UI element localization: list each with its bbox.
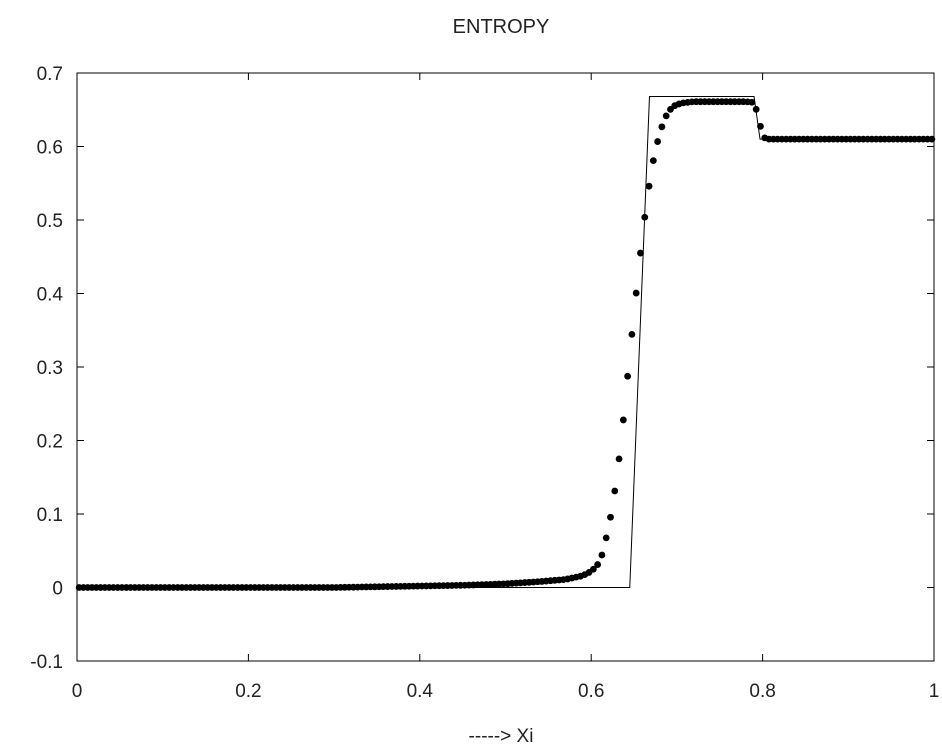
series-group <box>75 96 936 591</box>
data-point <box>628 330 636 338</box>
x-tick-label: 0.4 <box>407 681 434 702</box>
data-point <box>589 565 597 573</box>
y-tick-label: 0.6 <box>37 138 63 159</box>
y-axis: -0.1 0 0.1 0.2 0.3 0.4 0.5 0.6 0.7 <box>30 64 934 673</box>
data-point <box>662 112 670 120</box>
chart-title: ENTROPY <box>453 16 550 38</box>
series-line <box>77 96 934 588</box>
data-point <box>658 123 666 131</box>
x-tick-label: 0.8 <box>749 681 775 702</box>
x-axis-label: -----> Xi <box>469 726 534 747</box>
y-tick-label: 0.1 <box>37 505 63 526</box>
data-point <box>632 289 640 297</box>
x-tick-label: 0.6 <box>578 681 604 702</box>
y-tick-label: -0.1 <box>30 652 63 673</box>
x-tick-label: 0 <box>72 681 83 702</box>
data-point <box>615 455 623 463</box>
y-tick-label: 0.5 <box>37 211 63 232</box>
data-point <box>654 138 662 145</box>
data-point <box>748 98 756 106</box>
x-tick-label: 1 <box>929 681 940 702</box>
data-point <box>607 513 614 521</box>
data-point <box>598 551 606 559</box>
data-point <box>624 372 632 380</box>
data-point <box>637 249 644 257</box>
x-tick-label: 0.2 <box>235 681 261 702</box>
data-point <box>641 213 649 221</box>
y-tick-label: 0.2 <box>37 432 63 453</box>
data-point <box>602 534 610 542</box>
data-point <box>757 122 764 130</box>
x-axis: 0 0.2 0.4 0.6 0.8 1 <box>72 73 940 702</box>
data-point <box>649 157 657 165</box>
y-tick-label: 0.4 <box>37 285 64 306</box>
plot-frame <box>76 72 935 662</box>
data-point <box>594 561 602 568</box>
y-tick-label: 0.7 <box>37 64 63 85</box>
data-point <box>645 182 653 190</box>
data-point <box>611 487 619 495</box>
data-point <box>619 416 627 424</box>
data-point <box>928 135 936 143</box>
y-tick-label: 0.3 <box>37 358 63 379</box>
y-tick-label: 0 <box>52 579 63 600</box>
data-point <box>752 105 760 113</box>
